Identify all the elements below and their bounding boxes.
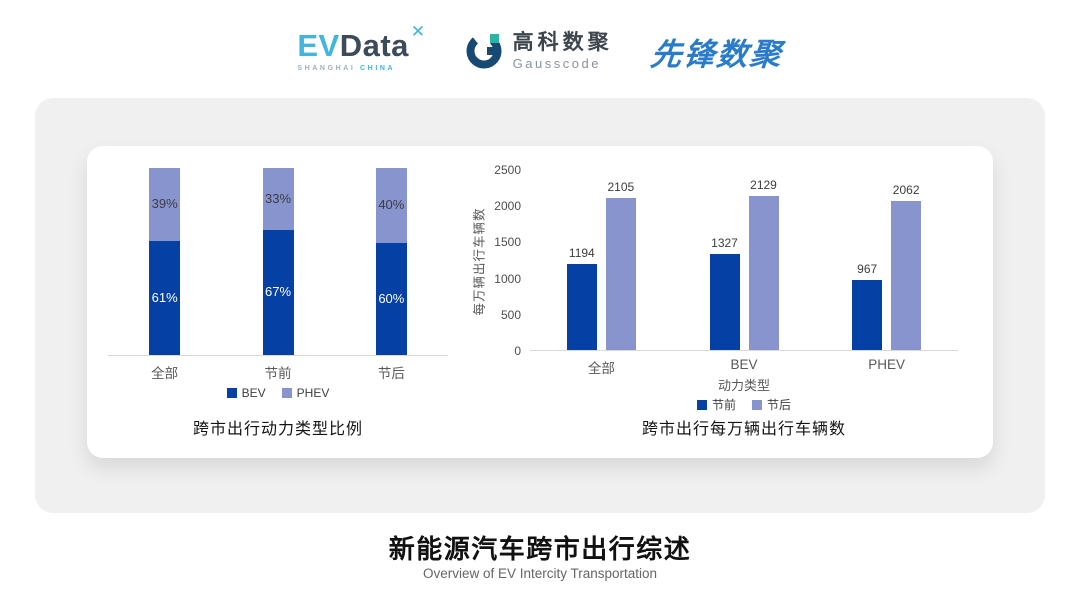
- legend-label: 节前: [711, 398, 736, 412]
- charts-panel: 61% 39% 全部 67% 33% 节前 60% 40% 节后 BEV PHEV 跨市出行动力类…: [87, 146, 993, 458]
- bar: [566, 263, 597, 350]
- bar-segment: [262, 168, 294, 230]
- evdata-subtitle: SHANGHAI CHINA: [297, 65, 395, 72]
- legend-item: 节前: [696, 396, 736, 413]
- bar-segment-label: 40%: [378, 197, 405, 213]
- bar: [748, 195, 779, 350]
- legend-swatch: [281, 388, 292, 398]
- bar-value-label: 1194: [568, 245, 595, 260]
- legend-item: BEV: [226, 386, 266, 400]
- gausscode-text: 高科数聚 Gausscode: [513, 31, 613, 70]
- bar: [852, 280, 883, 350]
- evdata-china-text: CHINA: [360, 65, 396, 72]
- evdata-shanghai-text: SHANGHAI: [297, 65, 356, 72]
- legend-swatch: [752, 399, 762, 410]
- grouped-chart: 每万辆出行车辆数 0 500 1000 1500 2000 2500 1194 2105 全部 1…: [467, 146, 987, 458]
- gausscode-g-icon: [466, 33, 502, 69]
- stacked-chart-legend: BEV PHEV: [108, 386, 448, 400]
- bar-value-label: 2129: [750, 177, 777, 192]
- gausscode-cn-text: 高科数聚: [512, 31, 613, 55]
- evdata-logo: EV Data ✕ SHANGHAI CHINA: [297, 23, 425, 72]
- gausscode-logo: 高科数聚 Gausscode: [464, 31, 613, 71]
- grouped-chart-plot: 0 500 1000 1500 2000 2500 1194 2105 全部 1327 2129 BE…: [494, 163, 958, 376]
- bar-value-label: 2105: [607, 179, 635, 194]
- grouped-chart-legend: 节前 节后: [530, 396, 958, 413]
- legend-swatch: [226, 388, 237, 398]
- page-subtitle: Overview of EV Intercity Transportation: [422, 566, 658, 581]
- legend-item: 节后: [752, 396, 791, 413]
- bar-segment-label: 33%: [264, 190, 292, 206]
- category-label: 节前: [264, 366, 292, 381]
- bar-segment: [375, 168, 407, 243]
- legend-item: PHEV: [281, 386, 330, 400]
- grouped-chart-x-axis-label: 动力类型: [717, 378, 770, 393]
- legend-label: BEV: [241, 386, 266, 400]
- bar: [891, 200, 922, 350]
- y-tick-label: 1000: [494, 271, 521, 286]
- y-tick-label: 1500: [494, 235, 521, 250]
- bar-value-label: 2062: [892, 182, 920, 197]
- grouped-chart-title: 跨市出行每万辆出行车辆数: [641, 421, 846, 438]
- category-label: PHEV: [868, 357, 906, 372]
- bar-segment: [149, 168, 181, 241]
- bar-value-label: 1327: [711, 235, 738, 250]
- evdata-x-icon: ✕: [410, 22, 426, 41]
- evdata-ev-text: EV: [297, 28, 340, 63]
- bar-segment: [149, 240, 181, 355]
- y-tick-label: 2500: [494, 163, 521, 177]
- y-tick-label: 2000: [494, 199, 521, 214]
- bar: [709, 253, 740, 350]
- page-title: 新能源汽车跨市出行综述: [388, 534, 692, 564]
- y-tick-label: 500: [500, 307, 521, 322]
- header: EV Data ✕ SHANGHAI CHINA 高科数聚 Gausscode …: [0, 16, 1080, 86]
- evdata-wordmark: EV Data ✕: [297, 23, 425, 63]
- report-card: 61% 39% 全部 67% 33% 节前 60% 40% 节后 BEV PHEV 跨市出行动力类…: [35, 98, 1045, 513]
- y-tick-label: 0: [514, 344, 521, 358]
- stacked-chart-title: 跨市出行动力类型比例: [192, 421, 363, 438]
- evdata-data-text: Data: [339, 28, 409, 63]
- gausscode-en-text: Gausscode: [512, 55, 601, 71]
- bar-segment-label: 39%: [151, 196, 178, 212]
- xianfeng-logo: 先锋数聚: [648, 36, 785, 72]
- legend-swatch: [696, 399, 707, 410]
- bar-segment-label: 67%: [264, 284, 292, 300]
- category-label: 节后: [377, 366, 405, 381]
- legend-label: 节后: [767, 398, 792, 412]
- category-label: BEV: [730, 357, 758, 372]
- category-label: 全部: [587, 361, 615, 376]
- legend-label: PHEV: [296, 386, 330, 400]
- stacked-chart-plot: 61% 39% 全部 67% 33% 节前 60% 40% 节后: [108, 168, 448, 381]
- category-label: 全部: [151, 366, 179, 381]
- bar-segment: [262, 229, 294, 355]
- bar: [605, 197, 636, 350]
- bar-segment-label: 60%: [378, 290, 405, 306]
- stacked-chart: 61% 39% 全部 67% 33% 节前 60% 40% 节后 BEV PHEV 跨市出行动力类…: [108, 146, 448, 458]
- bar-value-label: 967: [857, 262, 878, 276]
- bar-segment: [375, 242, 407, 355]
- bar-segment-label: 61%: [151, 289, 178, 305]
